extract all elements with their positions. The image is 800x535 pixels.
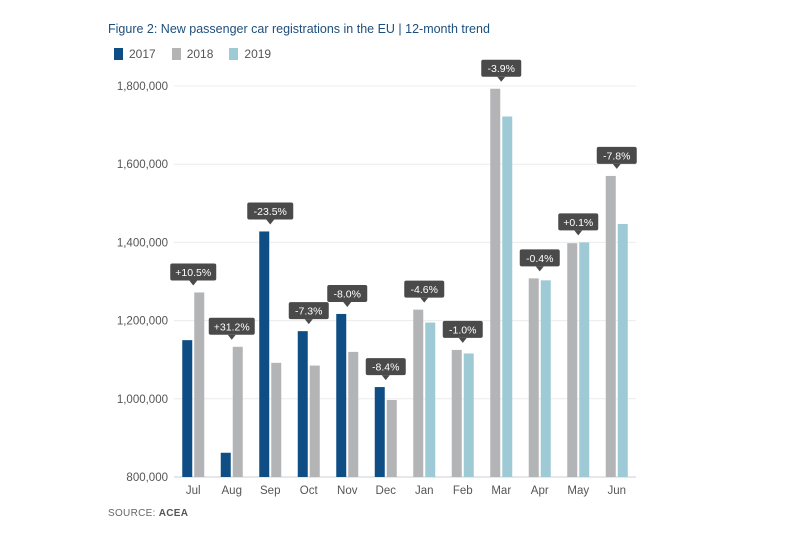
bar-dec-2017 [374,387,385,477]
change-label: -7.8% [603,150,630,162]
x-tick-label: Feb [453,485,473,497]
x-tick-label: May [567,485,589,497]
change-label: +0.1% [563,217,593,229]
bar-nov-2018 [348,351,359,477]
change-label-box [170,263,217,281]
bar-apr-2019 [540,280,551,477]
legend-swatch-2018 [171,48,181,60]
x-tick-label: Aug [222,485,242,497]
bars [182,88,628,478]
bar-jan-2018 [413,309,424,477]
bar-sep-2018 [271,362,282,477]
change-label: -23.5% [254,206,287,218]
change-label: +10.5% [175,267,211,279]
change-label: -0.4% [526,253,553,265]
change-label-pointer [420,297,429,303]
bar-dec-2018 [386,399,397,477]
bar-jan-2019 [425,322,436,477]
bar-apr-2018 [528,278,539,477]
change-label-pointer [497,76,506,82]
x-tick-label: Apr [531,485,549,497]
legend-label-2017: 2017 [129,47,156,61]
legend-item-2017: 2017 [114,47,156,61]
y-tick-label: 1,800,000 [117,81,168,93]
change-label-pointer [612,163,621,169]
change-label-box [247,202,294,220]
legend-item-2019: 2019 [229,47,271,61]
change-label-box [327,284,368,302]
bar-aug-2017 [220,452,231,477]
change-label-pointer [227,334,236,340]
change-label-box [519,249,560,267]
change-labels: +10.5% +31.2% -23.5% -7.3% -8.0% -8.4% -4.6% -1… [170,59,637,381]
x-tick-label: Sep [260,485,280,497]
y-tick-label: 1,200,000 [117,316,168,328]
legend-label-2018: 2018 [186,47,214,61]
legend-swatch-2019 [229,48,239,60]
source-note: SOURCE: ACEA [108,508,188,519]
y-tick-label: 800,000 [126,472,168,484]
bar-jul-2018 [194,292,205,477]
change-label-box [442,320,483,338]
bar-oct-2018 [309,365,320,477]
change-label-pointer [343,301,352,307]
change-label: -7.3% [295,306,322,318]
change-label-pointer [535,266,544,272]
bar-oct-2017 [297,331,308,477]
change-label: -8.0% [334,288,361,300]
change-label-pointer [304,319,313,325]
change-label-pointer [189,280,198,286]
legend-label-2019: 2019 [244,47,272,61]
change-label-box [596,146,637,164]
bar-nov-2017 [336,313,347,477]
chart-title: Figure 2: New passenger car registration… [108,22,490,36]
bar-aug-2018 [232,346,243,477]
x-tick-label: Nov [337,485,358,497]
legend-item-2018: 2018 [171,47,214,61]
change-label-box [481,59,522,77]
bar-feb-2019 [463,353,474,477]
change-label: +31.2% [214,321,250,333]
bar-jul-2017 [182,340,193,477]
y-tick-label: 1,000,000 [117,394,168,406]
change-label-box [288,302,329,320]
x-tick-label: Dec [376,485,397,497]
change-label-pointer [458,337,467,343]
bar-feb-2018 [451,349,462,477]
change-label: -3.9% [488,63,515,75]
change-label: -8.4% [372,362,399,374]
x-tick-label: Jun [607,485,626,497]
bar-jun-2019 [617,224,628,477]
x-tick-label: Oct [300,485,319,497]
legend-swatch-2017 [114,48,123,60]
bar-mar-2019 [502,116,513,478]
legend: 2017 2018 2019 [114,47,271,61]
x-axis-ticks: Jul Aug Sep Oct Nov Dec Jan Feb Mar Apr May Jun [186,485,626,497]
bar-mar-2018 [490,88,501,477]
change-label: -4.6% [411,284,438,296]
bar-may-2018 [567,243,578,477]
y-axis-ticks: 800,000 1,000,000 1,200,000 1,400,000 1,600,… [117,81,168,484]
bar-jun-2018 [605,175,616,477]
change-label-pointer [381,375,390,381]
change-label-box [558,213,599,231]
x-tick-label: Mar [491,485,511,497]
x-tick-label: Jan [415,485,434,497]
change-label-box [365,358,406,376]
change-label-pointer [574,230,583,236]
bar-sep-2017 [259,231,270,477]
change-label: -1.0% [449,324,476,336]
source-value: ACEA [158,508,189,519]
change-label-box [208,317,255,335]
x-tick-label: Jul [186,485,201,497]
change-label-pointer [266,219,275,225]
y-tick-label: 1,600,000 [117,159,168,171]
source-label: SOURCE: [108,508,156,519]
bar-may-2019 [579,242,590,477]
change-label-box [404,280,445,298]
y-tick-label: 1,400,000 [117,237,168,249]
